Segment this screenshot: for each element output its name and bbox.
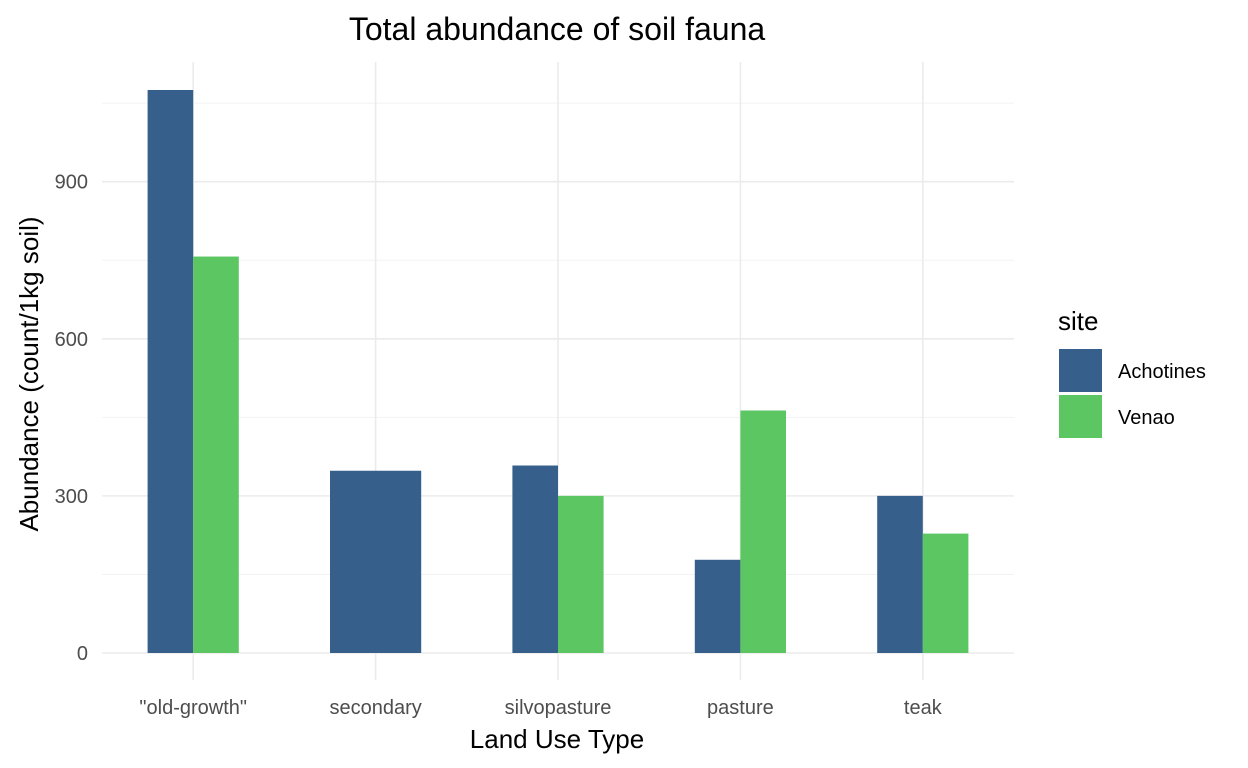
legend-key-achotines (1059, 349, 1102, 392)
legend: site Achotines Venao (1058, 306, 1206, 438)
y-tick-label: 300 (55, 486, 88, 508)
bar-achotines-0 (147, 90, 194, 653)
x-tick-label: secondary (329, 697, 421, 719)
bar-venao-3 (740, 410, 786, 653)
y-axis-ticks: 0 300 600 900 (55, 172, 88, 665)
bar-achotines-2 (512, 465, 558, 653)
bar-venao-2 (558, 495, 604, 653)
chart-title: Total abundance of soil fauna (349, 11, 766, 47)
legend-label-achotines: Achotines (1118, 361, 1206, 383)
y-axis-title: Abundance (count/1kg soil) (14, 216, 44, 531)
y-tick-label: 900 (55, 172, 88, 194)
legend-key-venao (1059, 395, 1102, 438)
x-tick-label: "old-growth" (139, 697, 247, 719)
x-axis-title: Land Use Type (470, 724, 644, 754)
bars (147, 90, 969, 653)
bar-achotines-3 (694, 559, 741, 653)
bar-achotines-1 (330, 470, 422, 653)
legend-label-venao: Venao (1118, 407, 1175, 429)
x-tick-label: silvopasture (505, 697, 612, 719)
y-tick-label: 600 (55, 329, 88, 351)
x-tick-label: teak (904, 697, 943, 719)
x-axis-ticks: "old-growth" secondary silvopasture pasture… (139, 697, 942, 719)
y-tick-label: 0 (77, 643, 88, 665)
bar-venao-0 (193, 256, 239, 653)
bar-venao-4 (922, 533, 969, 653)
bar-achotines-4 (877, 495, 923, 653)
legend-title: site (1058, 306, 1098, 336)
x-tick-label: pasture (707, 697, 774, 719)
